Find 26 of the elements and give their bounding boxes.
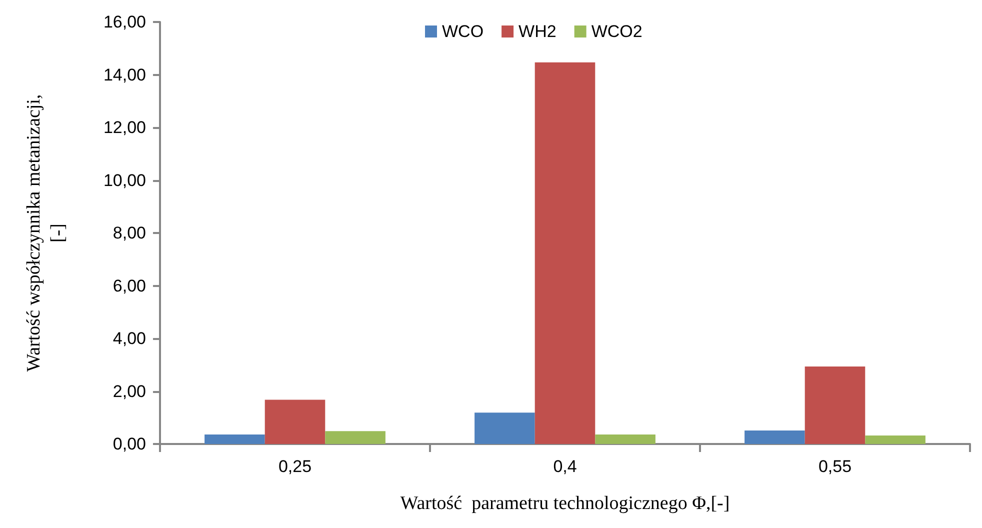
x-axis-title: Wartość parametru technologicznego Φ,[-] (400, 493, 730, 514)
bar (595, 434, 656, 444)
y-tick-label: 4,00 (112, 329, 146, 348)
y-tick-label: 12,00 (103, 118, 146, 137)
bar (264, 400, 326, 444)
y-axis-title: Wartość współczynnika metanizacji, [-] (24, 94, 68, 372)
y-tick-label: 2,00 (112, 382, 146, 401)
y-tick-label: 14,00 (103, 65, 146, 84)
bar (744, 430, 805, 444)
legend-label: WCO (442, 22, 484, 41)
x-tick-label: 0,25 (278, 457, 312, 476)
bar (325, 431, 386, 444)
legend-label: WCO2 (591, 22, 642, 41)
y-tick-label: 8,00 (112, 224, 146, 242)
bar (474, 412, 535, 444)
y-tick-label: 6,00 (112, 276, 146, 296)
bar (534, 62, 596, 444)
bar (204, 434, 265, 444)
x-tick-label: 0,55 (818, 457, 852, 476)
x-tick-label: 0,4 (553, 457, 577, 476)
y-tick-label: 0,00 (112, 434, 146, 454)
bar (804, 366, 866, 444)
bar (865, 436, 926, 444)
y-tick-label: 10,00 (103, 170, 146, 190)
legend-label: WH2 (518, 22, 556, 41)
y-tick-label: 16,00 (103, 12, 146, 32)
